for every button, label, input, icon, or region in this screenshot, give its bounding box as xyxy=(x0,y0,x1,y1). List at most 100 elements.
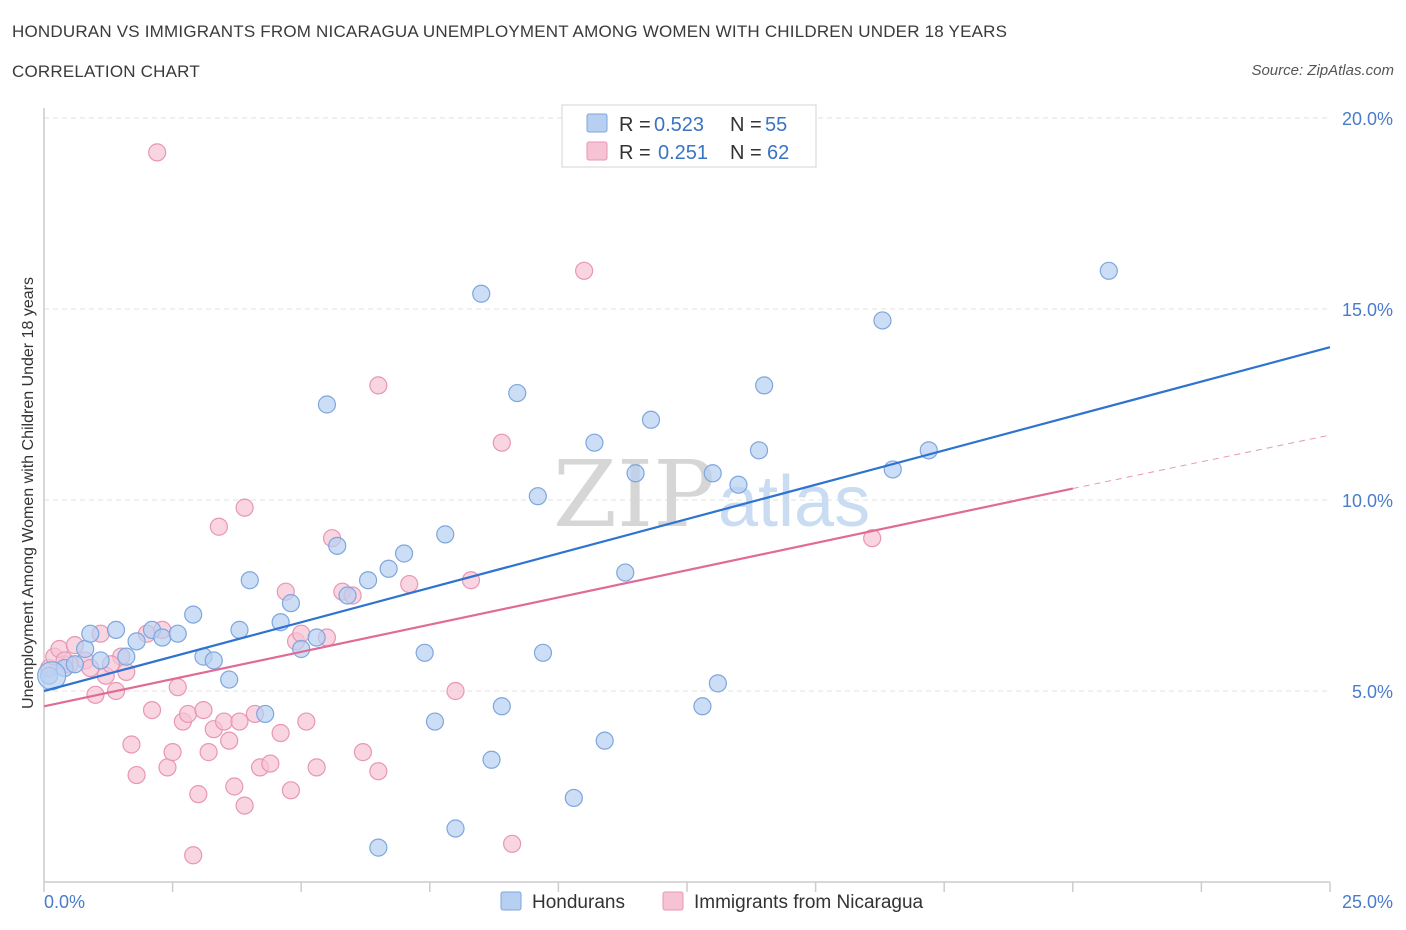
honduran-point-33 xyxy=(446,819,465,838)
honduran-point-17 xyxy=(240,571,259,590)
honduran-point-36 xyxy=(492,697,511,716)
y-tick-label-0: 5.0% xyxy=(1352,682,1393,702)
trend-line-nicaragua-extension xyxy=(1072,434,1331,490)
honduran-point-50 xyxy=(749,441,769,460)
grid-lines xyxy=(44,117,1330,692)
nicaragua-point-17 xyxy=(148,143,167,162)
x-tick-label-min: 0.0% xyxy=(44,892,85,912)
honduran-point-49 xyxy=(729,475,748,494)
honduran-point-51 xyxy=(755,376,774,395)
legend-n-label-1: N = xyxy=(730,114,762,136)
honduran-point-40 xyxy=(564,788,583,808)
legend-n-label-2: N = xyxy=(730,142,762,164)
honduran-point-4 xyxy=(81,624,100,643)
nicaragua-point-53 xyxy=(400,574,419,594)
nicaragua-point-26 xyxy=(194,700,213,720)
honduran-point-20 xyxy=(281,594,301,613)
nicaragua-point-44 xyxy=(297,712,316,731)
nicaragua-point-31 xyxy=(220,731,239,750)
nicaragua-point-43 xyxy=(292,624,311,643)
y-axis-title: Unemployment Among Women with Children U… xyxy=(20,277,37,709)
y-tick-labels: 5.0% 10.0% 15.0% 20.0% xyxy=(1342,109,1393,702)
nicaragua-point-58 xyxy=(575,261,594,280)
chart-subtitle: CORRELATION CHART xyxy=(12,62,200,81)
x-tick-label-max: 25.0% xyxy=(1342,892,1393,912)
honduran-point-32 xyxy=(436,525,455,544)
watermark-atlas: atlas xyxy=(718,462,870,542)
legend-r-label-1: R = xyxy=(619,114,651,136)
honduran-point-12 xyxy=(184,605,203,624)
chart-title: HONDURAN VS IMMIGRANTS FROM NICARAGUA UN… xyxy=(12,22,1008,41)
y-tick-label-1: 10.0% xyxy=(1342,491,1393,511)
legend-swatch-hondurans xyxy=(586,113,608,133)
honduran-point-14 xyxy=(204,651,223,670)
nicaragua-point-21 xyxy=(168,678,187,697)
honduran-point-35 xyxy=(482,750,501,769)
legend-r-value-2: 0.251 xyxy=(658,142,708,164)
nicaragua-point-59 xyxy=(863,529,882,548)
honduran-point-39 xyxy=(533,643,553,662)
honduran-point-37 xyxy=(508,383,527,403)
honduran-point-48 xyxy=(708,674,727,693)
honduran-point-28 xyxy=(379,559,398,578)
y-tick-label-2: 15.0% xyxy=(1342,300,1393,320)
y-tick-label-3: 20.0% xyxy=(1342,109,1393,129)
honduran-point-18 xyxy=(256,704,275,724)
honduran-point-21 xyxy=(292,639,311,659)
nicaragua-point-57 xyxy=(503,834,522,853)
honduran-point-30 xyxy=(415,643,434,662)
nicaragua-point-39 xyxy=(271,723,290,743)
nicaragua-point-20 xyxy=(163,743,182,762)
honduran-point-41 xyxy=(585,433,604,452)
nicaragua-point-14 xyxy=(127,765,146,785)
honduran-point-10 xyxy=(153,628,172,647)
nicaragua-point-56 xyxy=(492,433,511,452)
bottom-legend-label-nicaragua: Immigrants from Nicaragua xyxy=(694,892,924,913)
trend-line-hondurans xyxy=(43,346,1331,693)
nicaragua-point-32 xyxy=(225,777,244,796)
trend-line-nicaragua xyxy=(43,487,1074,708)
source-label: Source: ZipAtlas.com xyxy=(1251,62,1394,79)
honduran-point-29 xyxy=(394,544,414,563)
correlation-legend: R = 0.523 N = 55 R = 0.251 N = 62 xyxy=(561,104,817,168)
nicaragua-point-33 xyxy=(230,712,249,731)
nicaragua-point-30 xyxy=(214,712,234,731)
honduran-point-8 xyxy=(127,632,146,651)
watermark: ZIP atlas xyxy=(553,441,870,548)
nicaragua-point-23 xyxy=(178,704,198,724)
nicaragua-point-35 xyxy=(235,796,254,815)
nicaragua-point-52 xyxy=(369,376,388,395)
nicaragua-point-41 xyxy=(281,781,301,800)
honduran-point-23 xyxy=(317,395,337,414)
nicaragua-point-27 xyxy=(199,743,218,762)
honduran-point-55 xyxy=(1099,261,1118,280)
honduran-point-52 xyxy=(873,311,892,330)
honduran-point-2 xyxy=(65,655,84,674)
nicaragua-point-45 xyxy=(307,758,326,777)
axes xyxy=(43,108,1331,892)
nicaragua-point-34 xyxy=(235,498,254,517)
honduran-point-6 xyxy=(106,620,126,639)
bottom-legend-label-hondurans: Hondurans xyxy=(532,892,625,913)
honduran-point-15 xyxy=(220,670,239,689)
honduran-point-25 xyxy=(338,586,357,605)
honduran-point-44 xyxy=(626,464,645,483)
honduran-point-38 xyxy=(528,487,547,506)
honduran-point-26 xyxy=(358,571,378,590)
watermark-zip: ZIP xyxy=(553,441,715,548)
nicaragua-point-51 xyxy=(369,762,388,781)
honduran-point-46 xyxy=(693,697,712,716)
honduran-point-43 xyxy=(616,563,635,582)
nicaragua-point-12 xyxy=(117,662,136,682)
honduran-point-47 xyxy=(703,464,722,483)
nicaragua-point-25 xyxy=(189,785,208,804)
honduran-point-31 xyxy=(425,712,445,731)
honduran-point-42 xyxy=(595,731,614,750)
honduran-point-27 xyxy=(369,838,388,857)
nicaragua-point-54 xyxy=(446,681,465,701)
honduran-point-22 xyxy=(307,628,326,647)
bottom-legend-swatch-hondurans xyxy=(500,891,522,911)
honduran-point-24 xyxy=(328,536,347,555)
nicaragua-point-38 xyxy=(261,754,280,773)
